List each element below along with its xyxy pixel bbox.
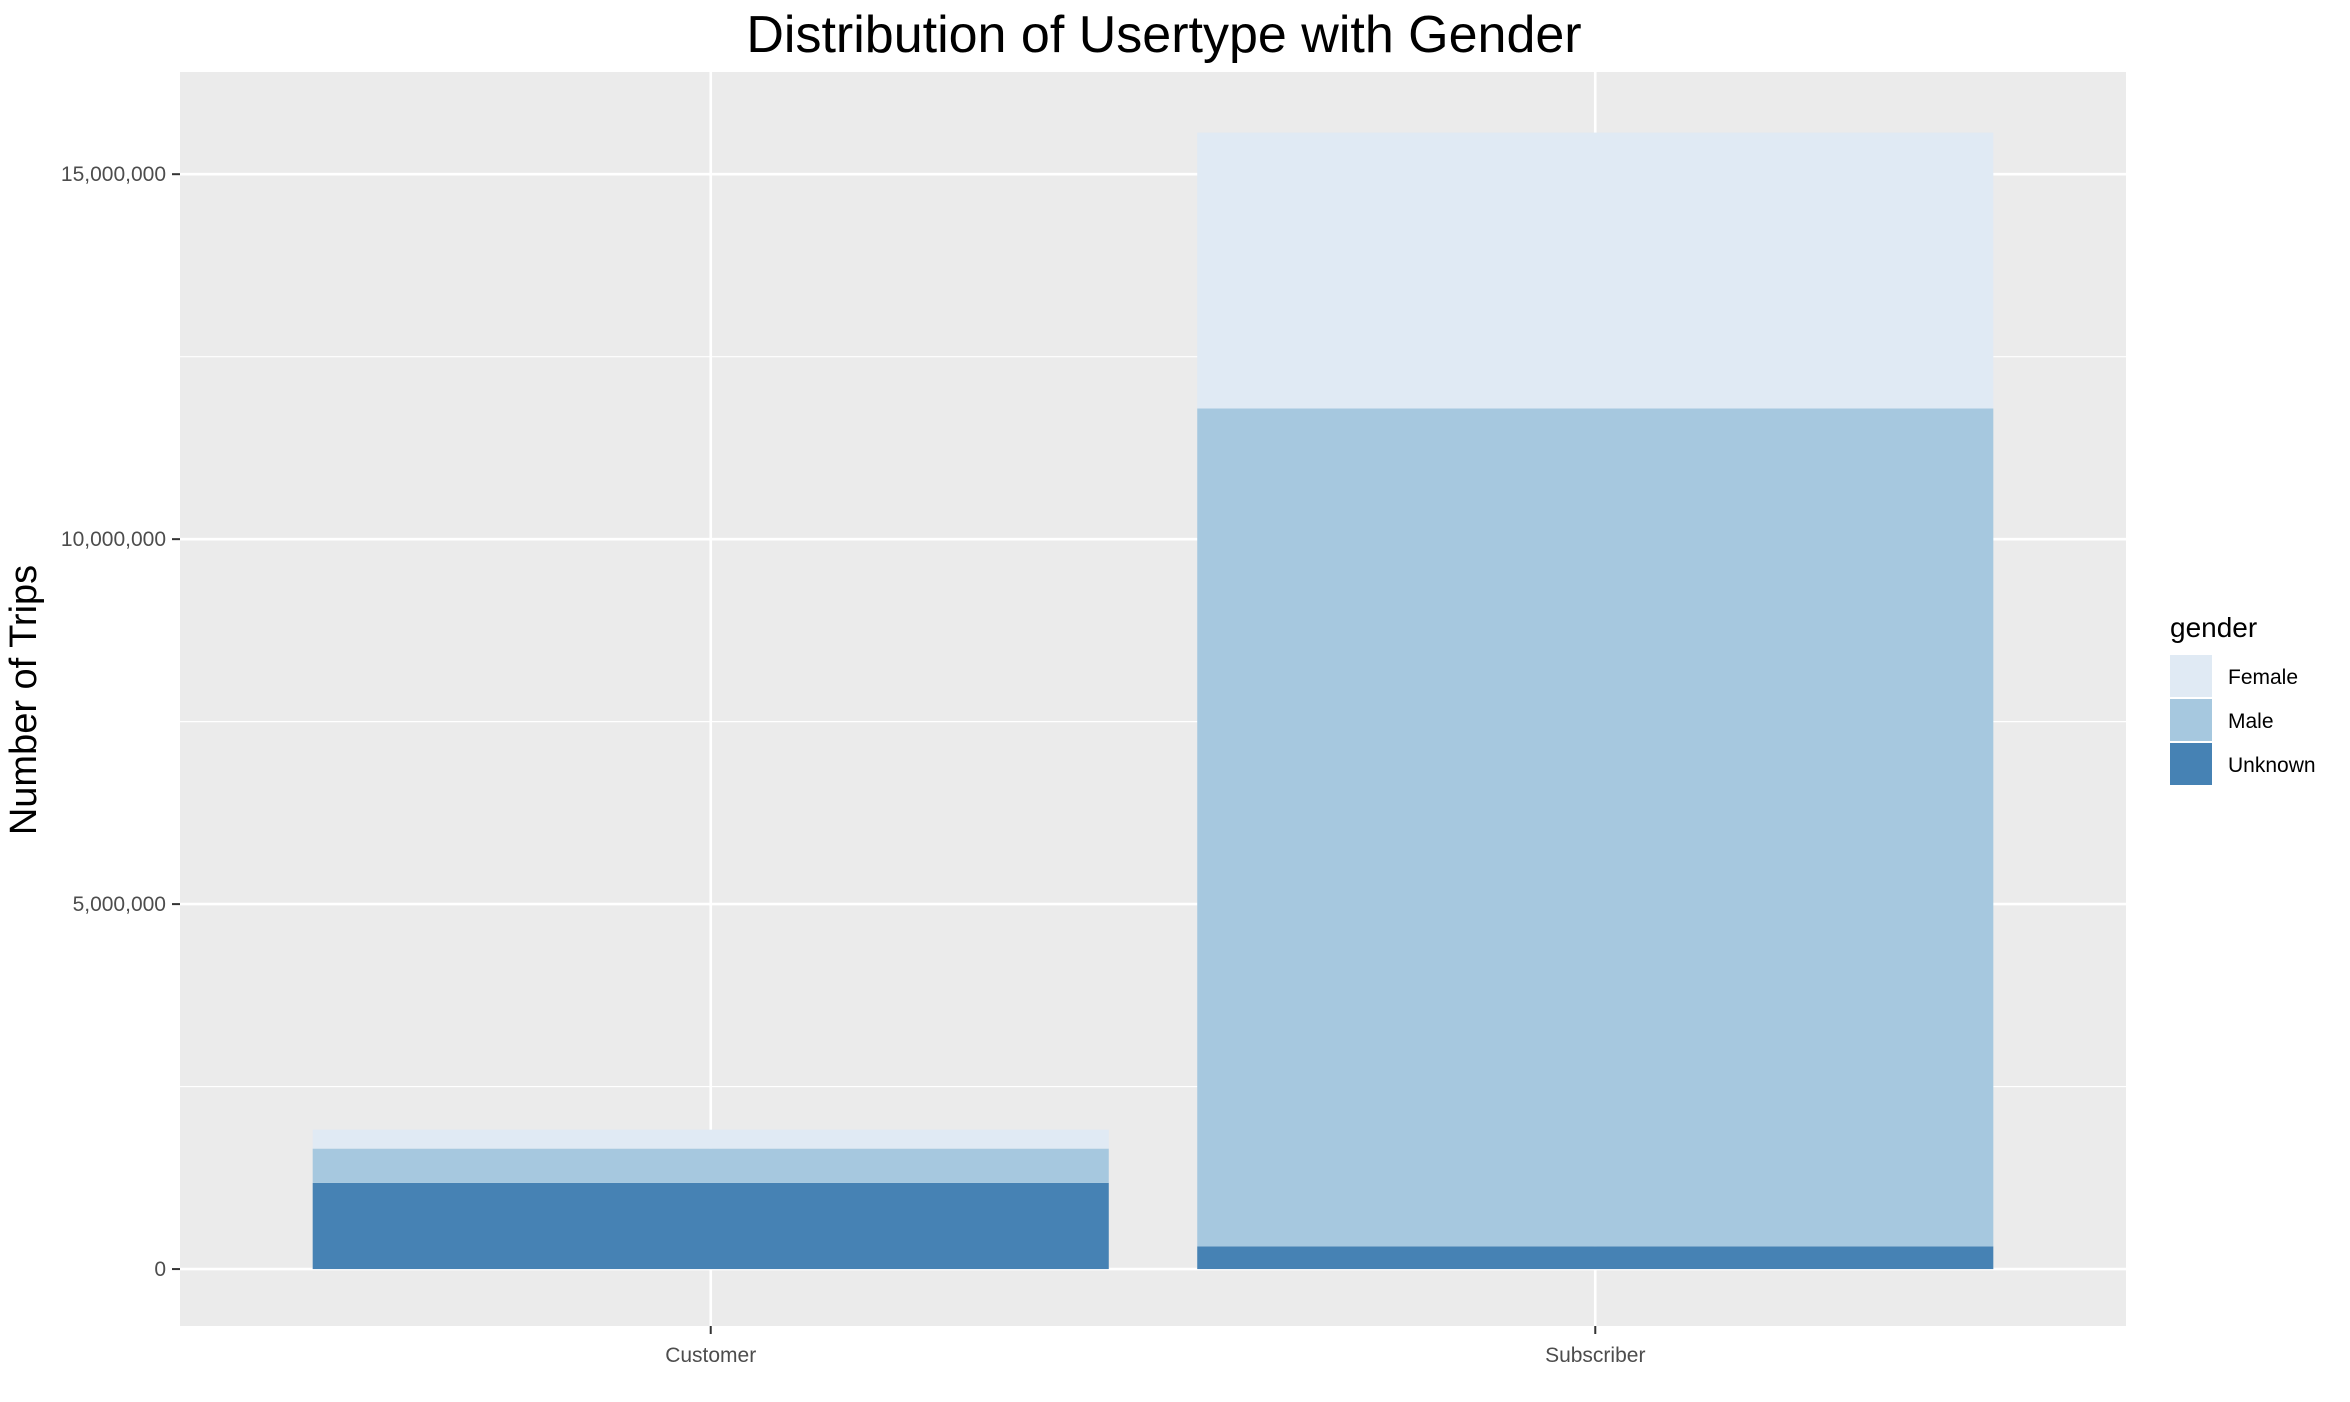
legend-key-unknown <box>2170 743 2212 785</box>
y-tick-label: 5,000,000 <box>73 893 166 916</box>
legend-label-male: Male <box>2228 710 2274 733</box>
x-tick-label-customer: Customer <box>665 1344 756 1367</box>
legend-key-male <box>2170 699 2212 741</box>
bar-subscriber-female <box>1197 132 1994 409</box>
chart-title: Distribution of Usertype with Gender <box>746 6 1581 64</box>
bar-subscriber-unknown <box>1197 1246 1994 1270</box>
bar-subscriber-male <box>1197 408 1994 1247</box>
legend-title: gender <box>2170 612 2257 643</box>
y-tick-label: 0 <box>154 1258 166 1281</box>
legend-label-unknown: Unknown <box>2228 754 2316 777</box>
y-tick-label: 10,000,000 <box>61 528 166 551</box>
bar-customer-unknown <box>312 1182 1109 1270</box>
y-axis-label: Number of Trips <box>3 565 45 835</box>
x-tick-label-subscriber: Subscriber <box>1545 1344 1645 1367</box>
y-tick-label: 15,000,000 <box>61 163 166 186</box>
legend-key-female <box>2170 655 2212 697</box>
bar-customer-female <box>312 1129 1109 1149</box>
legend-label-female: Female <box>2228 666 2298 689</box>
bar-customer-male <box>312 1148 1109 1183</box>
